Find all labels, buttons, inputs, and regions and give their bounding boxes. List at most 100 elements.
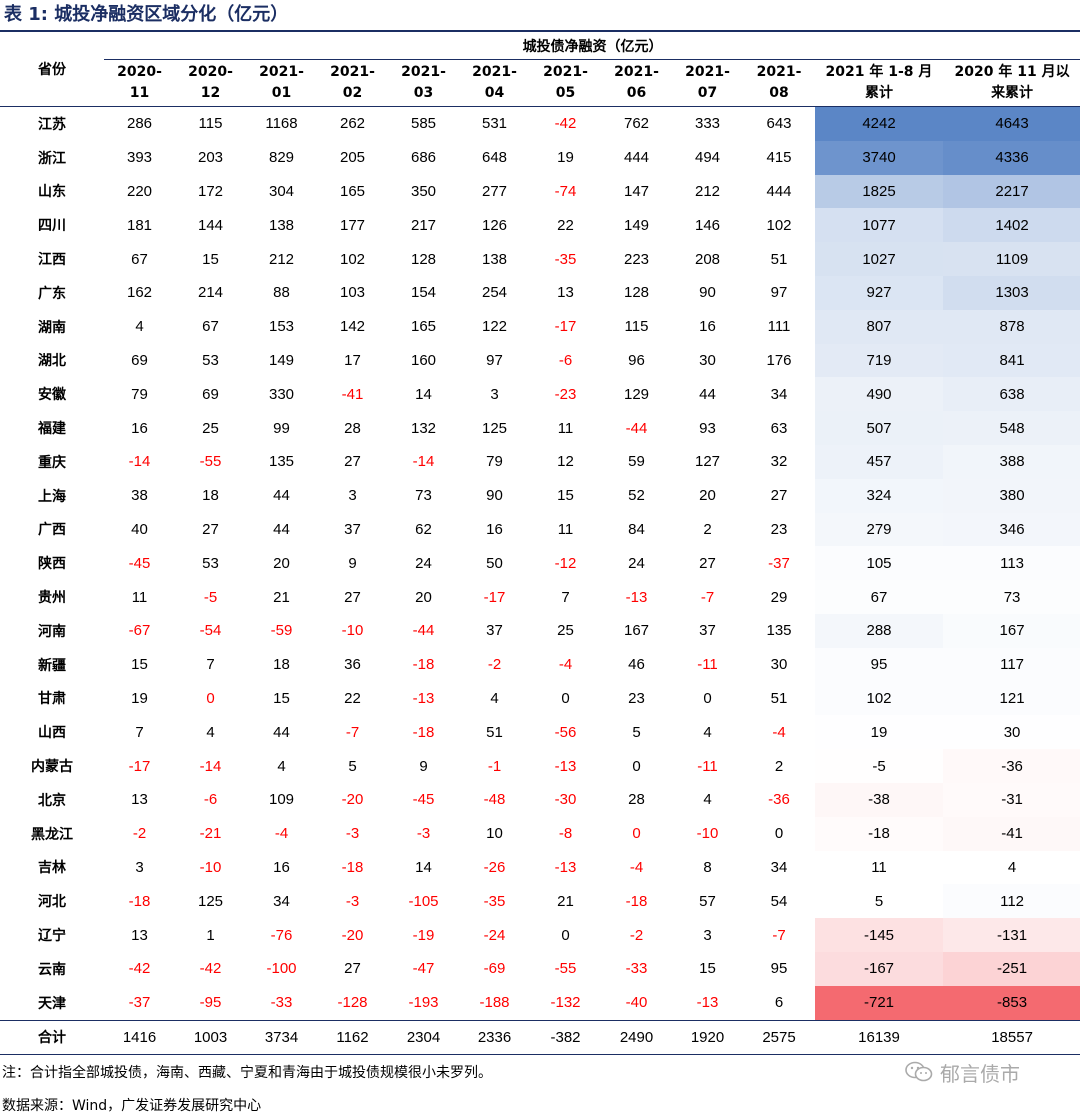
value-cell: -17 xyxy=(554,318,577,336)
cumulative-cell: 807 xyxy=(815,309,943,344)
value-cell: -18 xyxy=(341,858,364,876)
province-cell: 江苏 xyxy=(38,116,66,133)
table-row: 上海 38 18 44 3 73 90 15 52 20 27 324 380 xyxy=(0,478,1080,513)
value-cell: 69 xyxy=(202,385,219,403)
cumulative-cell: -721 xyxy=(815,985,943,1021)
value-cell: -59 xyxy=(270,622,293,640)
table-row: 陕西 -45 53 20 9 24 50 -12 24 27 -37 105 113 xyxy=(0,546,1080,581)
value-cell: 0 xyxy=(632,757,641,775)
value-cell: -193 xyxy=(408,994,439,1012)
table-row: 重庆 -14 -55 135 27 -14 79 12 59 127 32 457 388 xyxy=(0,444,1080,479)
value-cell: 73 xyxy=(415,487,432,505)
value-cell: -12 xyxy=(554,554,577,572)
total-label: 合计 xyxy=(0,1019,104,1056)
value-cell: -18 xyxy=(412,656,435,674)
value-cell: -10 xyxy=(199,858,222,876)
value-cell: -54 xyxy=(199,622,222,640)
value-cell: -3 xyxy=(345,892,360,910)
value-cell: 44 xyxy=(273,520,290,538)
value-cell: 1168 xyxy=(265,115,298,133)
value-cell: -105 xyxy=(408,892,439,910)
value-cell: -5 xyxy=(203,588,218,606)
value-cell: 128 xyxy=(410,250,437,268)
value-cell: -7 xyxy=(700,588,715,606)
value-cell: 13 xyxy=(131,791,148,809)
watermark: 郁言债市 xyxy=(904,1058,1074,1086)
cumulative-cell: 1825 xyxy=(815,174,943,209)
value-cell: 494 xyxy=(694,149,721,167)
cumulative-cell: 4643 xyxy=(943,106,1080,141)
value-cell: -20 xyxy=(341,791,364,809)
value-cell: 44 xyxy=(273,723,290,741)
value-cell: -55 xyxy=(554,960,577,978)
value-cell: 79 xyxy=(486,453,503,471)
value-cell: 4 xyxy=(703,723,712,741)
province-cell: 湖南 xyxy=(38,319,66,336)
column-header: 2021- 06 xyxy=(601,59,672,107)
value-cell: 128 xyxy=(623,284,650,302)
cumulative-cell: -31 xyxy=(943,782,1080,817)
table-row: 北京 13 -6 109 -20 -45 -48 -30 28 4 -36 -38 -31 xyxy=(0,782,1080,817)
value-cell: 138 xyxy=(481,250,508,268)
value-cell: 7 xyxy=(561,588,570,606)
cumulative-cell: 388 xyxy=(943,444,1080,479)
value-cell: 51 xyxy=(486,723,503,741)
value-cell: -11 xyxy=(697,656,718,674)
cumulative-cell: 1077 xyxy=(815,208,943,243)
value-cell: 330 xyxy=(268,385,295,403)
cumulative-cell: 878 xyxy=(943,309,1080,344)
value-cell: 5 xyxy=(632,723,641,741)
value-cell: 34 xyxy=(273,892,290,910)
value-cell: 102 xyxy=(766,216,792,234)
value-cell: -13 xyxy=(412,689,435,707)
value-cell: -188 xyxy=(479,994,510,1012)
value-cell: 50 xyxy=(486,554,503,572)
total-value-cell: 2336 xyxy=(459,1019,530,1056)
value-cell: -74 xyxy=(554,182,577,200)
value-cell: -18 xyxy=(625,892,648,910)
value-cell: 208 xyxy=(694,250,721,268)
table-row: 河南 -67 -54 -59 -10 -44 37 25 167 37 135 288 167 xyxy=(0,613,1080,648)
value-cell: 57 xyxy=(699,892,716,910)
value-cell: -18 xyxy=(412,723,435,741)
value-cell: 62 xyxy=(415,520,432,538)
value-cell: 147 xyxy=(623,182,650,200)
value-cell: 16 xyxy=(699,318,716,336)
value-cell: 109 xyxy=(268,791,295,809)
value-cell: -56 xyxy=(554,723,577,741)
table-title: 表 1: 城投净融资区域分化（亿元） xyxy=(4,4,289,25)
value-cell: 34 xyxy=(770,858,788,876)
value-cell: 304 xyxy=(268,182,295,200)
cumulative-cell: 346 xyxy=(943,512,1080,547)
value-cell: -10 xyxy=(341,622,364,640)
column-header: 2020- 12 xyxy=(175,59,246,107)
value-cell: 286 xyxy=(126,115,153,133)
value-cell: 16 xyxy=(486,520,503,538)
column-header: 2021- 07 xyxy=(672,59,743,107)
table-row: 江苏 286 115 1168 262 585 531 -42 762 333 643 4242 464… xyxy=(0,106,1080,141)
value-cell: 15 xyxy=(273,689,290,707)
cumulative-cell: 548 xyxy=(943,411,1080,445)
province-cell: 内蒙古 xyxy=(31,759,73,776)
value-cell: 3 xyxy=(490,385,499,403)
value-cell: -35 xyxy=(483,892,506,910)
province-cell: 新疆 xyxy=(38,657,66,674)
value-cell: 22 xyxy=(344,689,361,707)
value-cell: 53 xyxy=(202,554,219,572)
value-cell: 4 xyxy=(490,689,499,707)
cumulative-cell: -251 xyxy=(943,951,1080,986)
value-cell: -42 xyxy=(128,960,151,978)
value-cell: 4 xyxy=(277,757,286,775)
province-cell: 上海 xyxy=(38,488,66,505)
value-cell: 53 xyxy=(202,351,219,369)
value-cell: 129 xyxy=(623,385,650,403)
table-row: 辽宁 13 1 -76 -20 -19 -24 0 -2 3 -7 -145 -131 xyxy=(0,918,1080,952)
province-cell: 四川 xyxy=(38,218,66,235)
value-cell: -13 xyxy=(696,994,719,1012)
province-cell: 山东 xyxy=(38,184,66,201)
value-cell: 138 xyxy=(268,216,295,234)
value-cell: 32 xyxy=(770,453,788,471)
cumulative-cell: 927 xyxy=(815,275,943,310)
cumulative-cell: 324 xyxy=(815,478,943,513)
value-cell: 5 xyxy=(348,757,357,775)
